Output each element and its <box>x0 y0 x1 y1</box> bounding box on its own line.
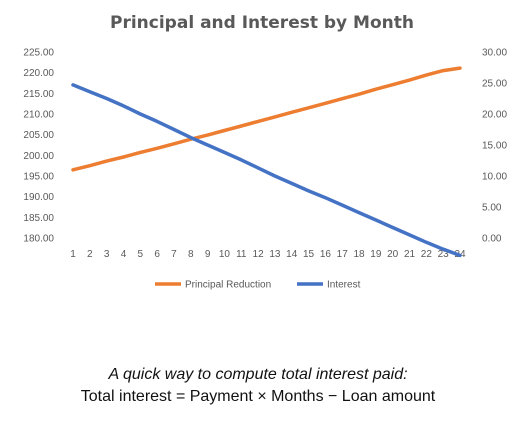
x-tick-label: 23 <box>438 249 450 260</box>
right-tick-label: 5.00 <box>482 203 502 214</box>
caption-line-1: A quick way to compute total interest pa… <box>108 366 408 383</box>
x-tick-label: 21 <box>404 249 416 260</box>
x-tick-label: 8 <box>188 249 194 260</box>
right-tick-label: 0.00 <box>482 234 502 245</box>
left-tick-label: 215.00 <box>23 89 54 100</box>
x-tick-label: 4 <box>121 249 127 260</box>
chart-title: Principal and Interest by Month <box>110 13 414 33</box>
x-tick-label: 5 <box>138 249 144 260</box>
series-line-interest <box>71 83 462 258</box>
right-tick-label: 25.00 <box>482 79 507 90</box>
left-tick-label: 205.00 <box>23 130 54 141</box>
left-tick-label: 185.00 <box>23 213 54 224</box>
left-tick-label: 200.00 <box>23 151 54 162</box>
x-tick-label: 1 <box>70 249 76 260</box>
x-tick-label: 9 <box>205 249 211 260</box>
caption-line-2: Total interest = Payment × Months − Loan… <box>80 388 436 405</box>
x-tick-label: 18 <box>353 249 365 260</box>
x-tick-label: 20 <box>387 249 399 260</box>
legend-label: Principal Reduction <box>185 280 271 291</box>
x-tick-label: 17 <box>337 249 349 260</box>
series-layer <box>71 66 462 258</box>
left-tick-label: 210.00 <box>23 110 54 121</box>
x-tick-label: 15 <box>303 249 315 260</box>
x-tick-label: 14 <box>286 249 298 260</box>
x-tick-label: 13 <box>269 249 281 260</box>
left-tick-label: 195.00 <box>23 172 54 183</box>
right-axis: 0.00 5.00 10.00 15.00 20.00 25.00 30.00 <box>482 48 507 245</box>
legend: Principal Reduction Interest <box>155 280 361 291</box>
left-tick-label: 225.00 <box>23 48 54 59</box>
x-tick-label: 2 <box>87 249 93 260</box>
x-tick-label: 22 <box>421 249 433 260</box>
left-tick-label: 190.00 <box>23 192 54 203</box>
right-tick-label: 30.00 <box>482 48 507 59</box>
x-tick-label: 10 <box>219 249 231 260</box>
right-tick-label: 20.00 <box>482 110 507 121</box>
x-tick-label: 16 <box>320 249 332 260</box>
left-tick-label: 180.00 <box>23 234 54 245</box>
legend-label: Interest <box>327 280 361 291</box>
series-line-principal-reduction <box>71 66 462 172</box>
x-tick-label: 7 <box>171 249 177 260</box>
principal-interest-chart: Principal and Interest by Month 180.0018… <box>23 13 507 291</box>
x-tick-label: 19 <box>370 249 382 260</box>
left-tick-label: 220.00 <box>23 68 54 79</box>
x-tick-label: 6 <box>154 249 160 260</box>
left-axis: 180.00 185.00 190.00 195.00 200.00 205.00 210.… <box>23 48 54 245</box>
x-axis: 1 2 3 4 5 6 7 8 9 10 11 12 13 14 15 16 17 18 19 20 21 22 23 24 <box>70 249 466 260</box>
x-tick-label: 3 <box>104 249 110 260</box>
right-tick-label: 15.00 <box>482 141 507 152</box>
x-tick-label: 11 <box>236 249 247 260</box>
right-tick-label: 10.00 <box>482 172 507 183</box>
x-tick-label: 12 <box>253 249 265 260</box>
